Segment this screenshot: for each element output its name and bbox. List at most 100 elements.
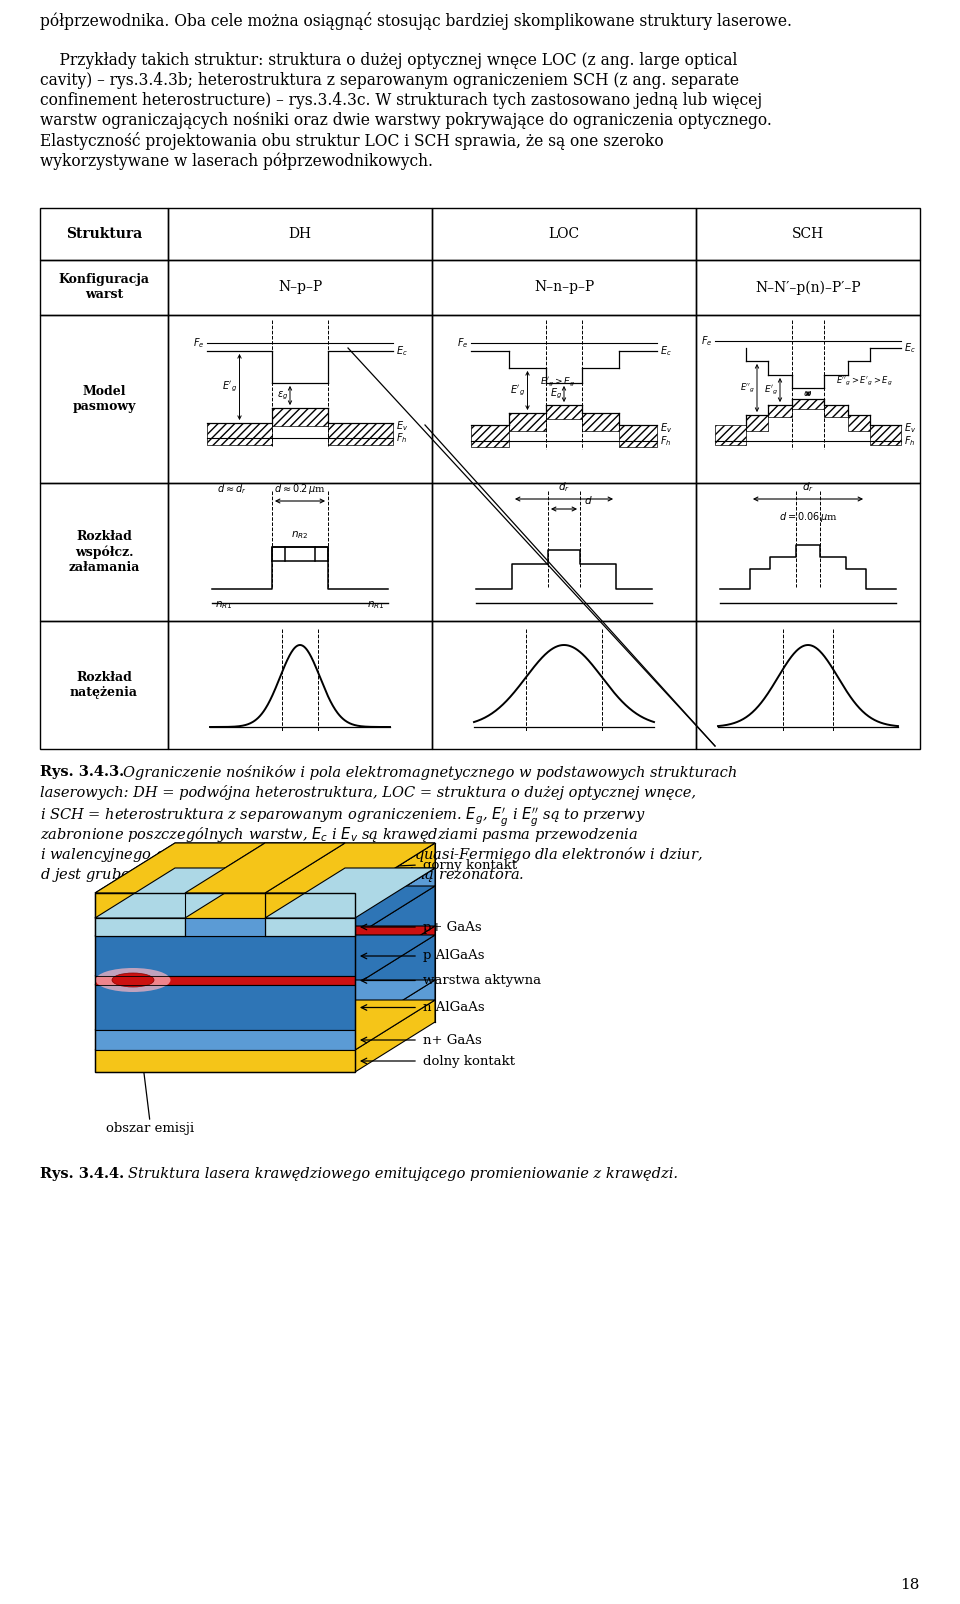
Polygon shape [355, 980, 435, 1051]
Polygon shape [95, 844, 435, 893]
Text: $E_v$: $E_v$ [660, 422, 672, 435]
Polygon shape [95, 999, 435, 1051]
Polygon shape [95, 926, 435, 975]
Text: Ograniczenie nośników i pola elektromagnetycznego w podstawowych strukturach: Ograniczenie nośników i pola elektromagn… [123, 765, 737, 780]
Polygon shape [95, 885, 435, 937]
Bar [696, 621, 920, 749]
Bar [870, 425, 901, 444]
Polygon shape [95, 917, 185, 937]
Bar [272, 407, 328, 427]
Text: $E_c$: $E_c$ [396, 345, 408, 358]
Bar [546, 404, 582, 419]
Text: $F_e$: $F_e$ [701, 334, 712, 348]
Text: półprzewodnika. Oba cele można osiągnąć stosując bardziej skomplikowane struktur: półprzewodnika. Oba cele można osiągnąć … [40, 11, 792, 30]
Text: $E_c$: $E_c$ [904, 342, 916, 354]
Text: $n_{R1}$: $n_{R1}$ [367, 598, 385, 611]
Text: zabronione poszczególnych warstw, $E_c$ i $E_v$ są krawędziami pasma przewodzeni: zabronione poszczególnych warstw, $E_c$ … [40, 824, 637, 844]
Text: Rys. 3.4.4.: Rys. 3.4.4. [40, 1168, 124, 1181]
Bar [848, 415, 870, 431]
Bar [715, 425, 746, 444]
Text: n AlGaAs: n AlGaAs [423, 1001, 485, 1014]
Text: $d\approx d_r$: $d\approx d_r$ [217, 483, 247, 496]
Bar [40, 260, 168, 314]
Text: Rozkład
współcz.
załamania: Rozkład współcz. załamania [68, 531, 140, 574]
Text: i SCH = heterostruktura z separowanym ograniczeniem. $E_g$, $E_g'$ i $E_g''$ są : i SCH = heterostruktura z separowanym og… [40, 805, 645, 828]
Polygon shape [95, 1051, 355, 1071]
Bar [432, 209, 696, 260]
Text: $E_g$: $E_g$ [550, 387, 562, 401]
Bar [696, 483, 920, 621]
Bar [792, 399, 824, 409]
Text: $d=0.06\,\mu$m: $d=0.06\,\mu$m [779, 510, 837, 525]
Polygon shape [185, 844, 345, 893]
Polygon shape [355, 926, 435, 985]
Polygon shape [265, 917, 355, 937]
Text: $F_e$: $F_e$ [457, 337, 468, 350]
Text: Przykłady takich struktur: struktura o dużej optycznej wnęce LOC (z ang. large o: Przykłady takich struktur: struktura o d… [40, 51, 737, 69]
Text: cavity) – rys.3.4.3b; heterostruktura z separowanym ograniczeniem SCH (z ang. se: cavity) – rys.3.4.3b; heterostruktura z … [40, 72, 739, 88]
Text: $F_h$: $F_h$ [396, 431, 407, 444]
Text: $\varepsilon_g$: $\varepsilon_g$ [276, 390, 288, 401]
Bar [619, 425, 657, 448]
Text: N–n–p–P: N–n–p–P [534, 281, 594, 295]
Bar [40, 483, 168, 621]
Bar [432, 621, 696, 749]
Text: Elastyczność projektowania obu struktur LOC i SCH sprawia, że są one szeroko: Elastyczność projektowania obu struktur … [40, 132, 663, 151]
Text: laserowych: DH = podwójna heterostruktura, LOC = struktura o dużej optycznej wnę: laserowych: DH = podwójna heterostruktur… [40, 784, 696, 800]
Bar [509, 412, 546, 431]
Polygon shape [95, 917, 355, 937]
Polygon shape [185, 844, 345, 893]
Bar [207, 423, 272, 444]
Polygon shape [265, 844, 435, 893]
Bar [328, 423, 393, 444]
Text: $E_v$: $E_v$ [396, 419, 408, 433]
Text: LOC: LOC [548, 228, 580, 241]
Polygon shape [355, 885, 435, 975]
Text: $E'_g$: $E'_g$ [511, 383, 525, 398]
Text: SCH: SCH [792, 228, 824, 241]
Text: N–p–P: N–p–P [277, 281, 323, 295]
Polygon shape [95, 980, 435, 1030]
Bar [40, 621, 168, 749]
Polygon shape [355, 935, 435, 1030]
Text: $F_h$: $F_h$ [904, 435, 916, 448]
Polygon shape [185, 893, 265, 917]
Text: $E'_g$: $E'_g$ [764, 383, 778, 396]
Text: Rozkład
natężenia: Rozkład natężenia [70, 670, 138, 699]
Polygon shape [95, 937, 355, 975]
Bar [168, 483, 432, 621]
Text: $F_e$: $F_e$ [193, 337, 204, 350]
Bar [432, 260, 696, 314]
Text: p AlGaAs: p AlGaAs [423, 950, 485, 962]
Text: dolny kontakt: dolny kontakt [423, 1054, 515, 1068]
Polygon shape [95, 985, 355, 1030]
Text: n+ GaAs: n+ GaAs [423, 1033, 482, 1046]
Text: $d_r$: $d_r$ [558, 480, 570, 494]
Text: wykorzystywane w laserach półprzewodnikowych.: wykorzystywane w laserach półprzewodniko… [40, 152, 433, 170]
Ellipse shape [112, 974, 154, 986]
Text: Struktura lasera krawędziowego emitującego promieniowanie z krawędzi.: Struktura lasera krawędziowego emitujące… [128, 1168, 678, 1181]
Text: $n_{R2}$: $n_{R2}$ [291, 529, 309, 541]
Text: confinement heterostructure) – rys.3.4.3c. W strukturach tych zastosowano jedną : confinement heterostructure) – rys.3.4.3… [40, 91, 762, 109]
Text: $E'_g$: $E'_g$ [223, 380, 237, 395]
Polygon shape [265, 868, 435, 917]
Text: górny kontakt: górny kontakt [423, 858, 517, 871]
Polygon shape [95, 868, 265, 917]
Text: warstw ograniczających nośniki oraz dwie warstwy pokrywające do ograniczenia opt: warstw ograniczających nośniki oraz dwie… [40, 112, 772, 128]
Polygon shape [355, 999, 435, 1071]
Bar [40, 209, 168, 260]
Text: Konfiguracja
warst: Konfiguracja warst [59, 274, 150, 302]
Polygon shape [95, 844, 265, 893]
Ellipse shape [95, 967, 171, 991]
Bar [168, 260, 432, 314]
Polygon shape [185, 917, 265, 937]
Polygon shape [95, 893, 185, 917]
Bar [746, 415, 768, 431]
Text: DH: DH [289, 228, 311, 241]
Bar [696, 260, 920, 314]
Bar [168, 621, 432, 749]
Text: $E''_g>E'_g>E_g$: $E''_g>E'_g>E_g$ [836, 374, 893, 388]
Bar [696, 314, 920, 483]
Text: obszar emisji: obszar emisji [106, 1123, 194, 1136]
Bar [582, 412, 619, 431]
